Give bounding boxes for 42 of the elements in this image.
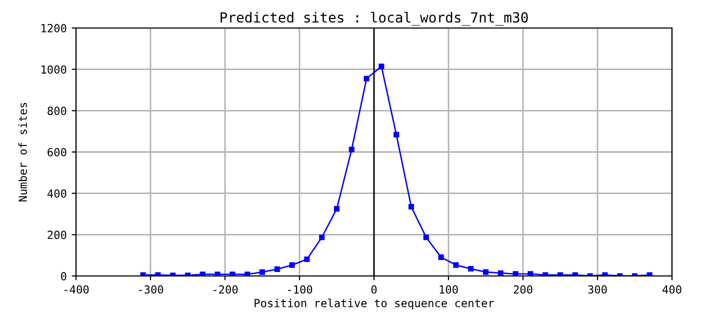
- point: [378, 64, 384, 70]
- y-tick-label: 0: [61, 272, 66, 280]
- point: [482, 269, 489, 275]
- point: [214, 272, 220, 276]
- point: [394, 132, 400, 138]
- point: [512, 271, 518, 276]
- point: [453, 262, 459, 268]
- x-tick-label: 300: [588, 285, 607, 294]
- point: [289, 262, 295, 268]
- x-tick-label: 200: [514, 285, 532, 294]
- point: [438, 254, 444, 260]
- point: [528, 271, 534, 276]
- point: [319, 234, 325, 240]
- x-tick-label: -200: [214, 285, 238, 294]
- point: [259, 269, 266, 275]
- point: [364, 76, 370, 82]
- x-tick-label: -100: [288, 285, 312, 294]
- y-tick-label: 600: [48, 148, 66, 156]
- point: [348, 146, 354, 152]
- y-tick-label: 200: [48, 230, 66, 240]
- y-axis-title: Number of sites: [18, 102, 27, 202]
- point: [200, 272, 206, 276]
- y-tick-label: 400: [47, 189, 66, 198]
- x-axis-title: Position relative to sequence center: [254, 298, 494, 310]
- point: [334, 206, 340, 212]
- point: [274, 266, 280, 272]
- point: [423, 234, 429, 240]
- point: [230, 272, 236, 276]
- y-tick-label: 1000: [42, 65, 66, 74]
- chart-title: Predicted sites : local_words_7nt_m30: [220, 12, 528, 26]
- y-tick-label: 800: [48, 106, 66, 116]
- x-tick-label: 400: [662, 285, 682, 294]
- x-tick-label: -300: [139, 285, 164, 294]
- x-tick-label: -400: [64, 285, 89, 294]
- x-tick-label: 100: [440, 285, 458, 294]
- point: [468, 266, 474, 272]
- x-tick-label: 0: [371, 285, 377, 294]
- y-tick-label: 1200: [42, 24, 66, 32]
- point: [408, 204, 414, 210]
- point: [244, 272, 250, 276]
- point: [304, 256, 310, 262]
- point: [498, 270, 504, 276]
